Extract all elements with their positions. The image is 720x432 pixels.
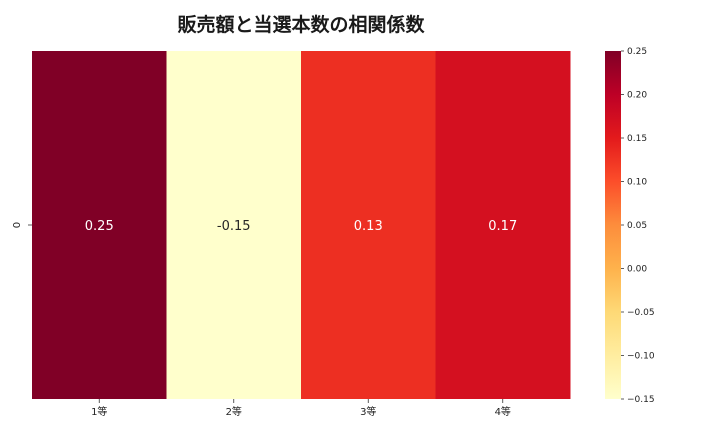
heatmap-cell: [166, 51, 302, 399]
x-axis-ticks: 1等 2等 3等 4等: [91, 399, 511, 418]
x-tick-label: 2等: [226, 405, 242, 418]
x-tick-label: 1等: [91, 405, 107, 418]
y-tick-label: 0: [12, 222, 23, 228]
colorbar-tick-label: 0.00: [627, 265, 647, 275]
y-axis-ticks: 0: [12, 222, 32, 228]
heatmap-cell: [435, 51, 571, 399]
colorbar-tick-label: 0.20: [627, 91, 647, 101]
chart-title: 販売額と当選本数の相関係数: [177, 13, 425, 36]
colorbar-tick-label: −0.05: [627, 308, 655, 318]
heatmap-cell: [32, 51, 167, 399]
x-tick-label: 4等: [495, 405, 511, 418]
heatmap-cell-labels: 0.25 -0.15 0.13 0.17: [85, 219, 517, 234]
colorbar-tick-label: 0.05: [627, 221, 647, 231]
colorbar-tick-label: 0.15: [627, 134, 647, 144]
heatmap-cells: [32, 51, 571, 399]
heatmap-cell-label: 0.17: [488, 219, 517, 234]
colorbar-ticks: 0.25 0.20 0.15 0.10 0.05 0.00 −0.05 −0.10 −0.15: [621, 47, 655, 405]
colorbar-tick-label: 0.25: [627, 47, 647, 57]
colorbar-tick-label: −0.10: [627, 352, 655, 362]
colorbar-tick-label: 0.10: [627, 178, 647, 188]
colorbar: [605, 51, 621, 399]
heatmap-cell: [301, 51, 436, 399]
heatmap-cell-label: 0.25: [85, 219, 114, 234]
heatmap-cell-label: -0.15: [217, 219, 251, 234]
x-tick-label: 3等: [360, 405, 376, 418]
heatmap-cell-label: 0.13: [354, 219, 383, 234]
colorbar-tick-label: −0.15: [627, 395, 655, 405]
